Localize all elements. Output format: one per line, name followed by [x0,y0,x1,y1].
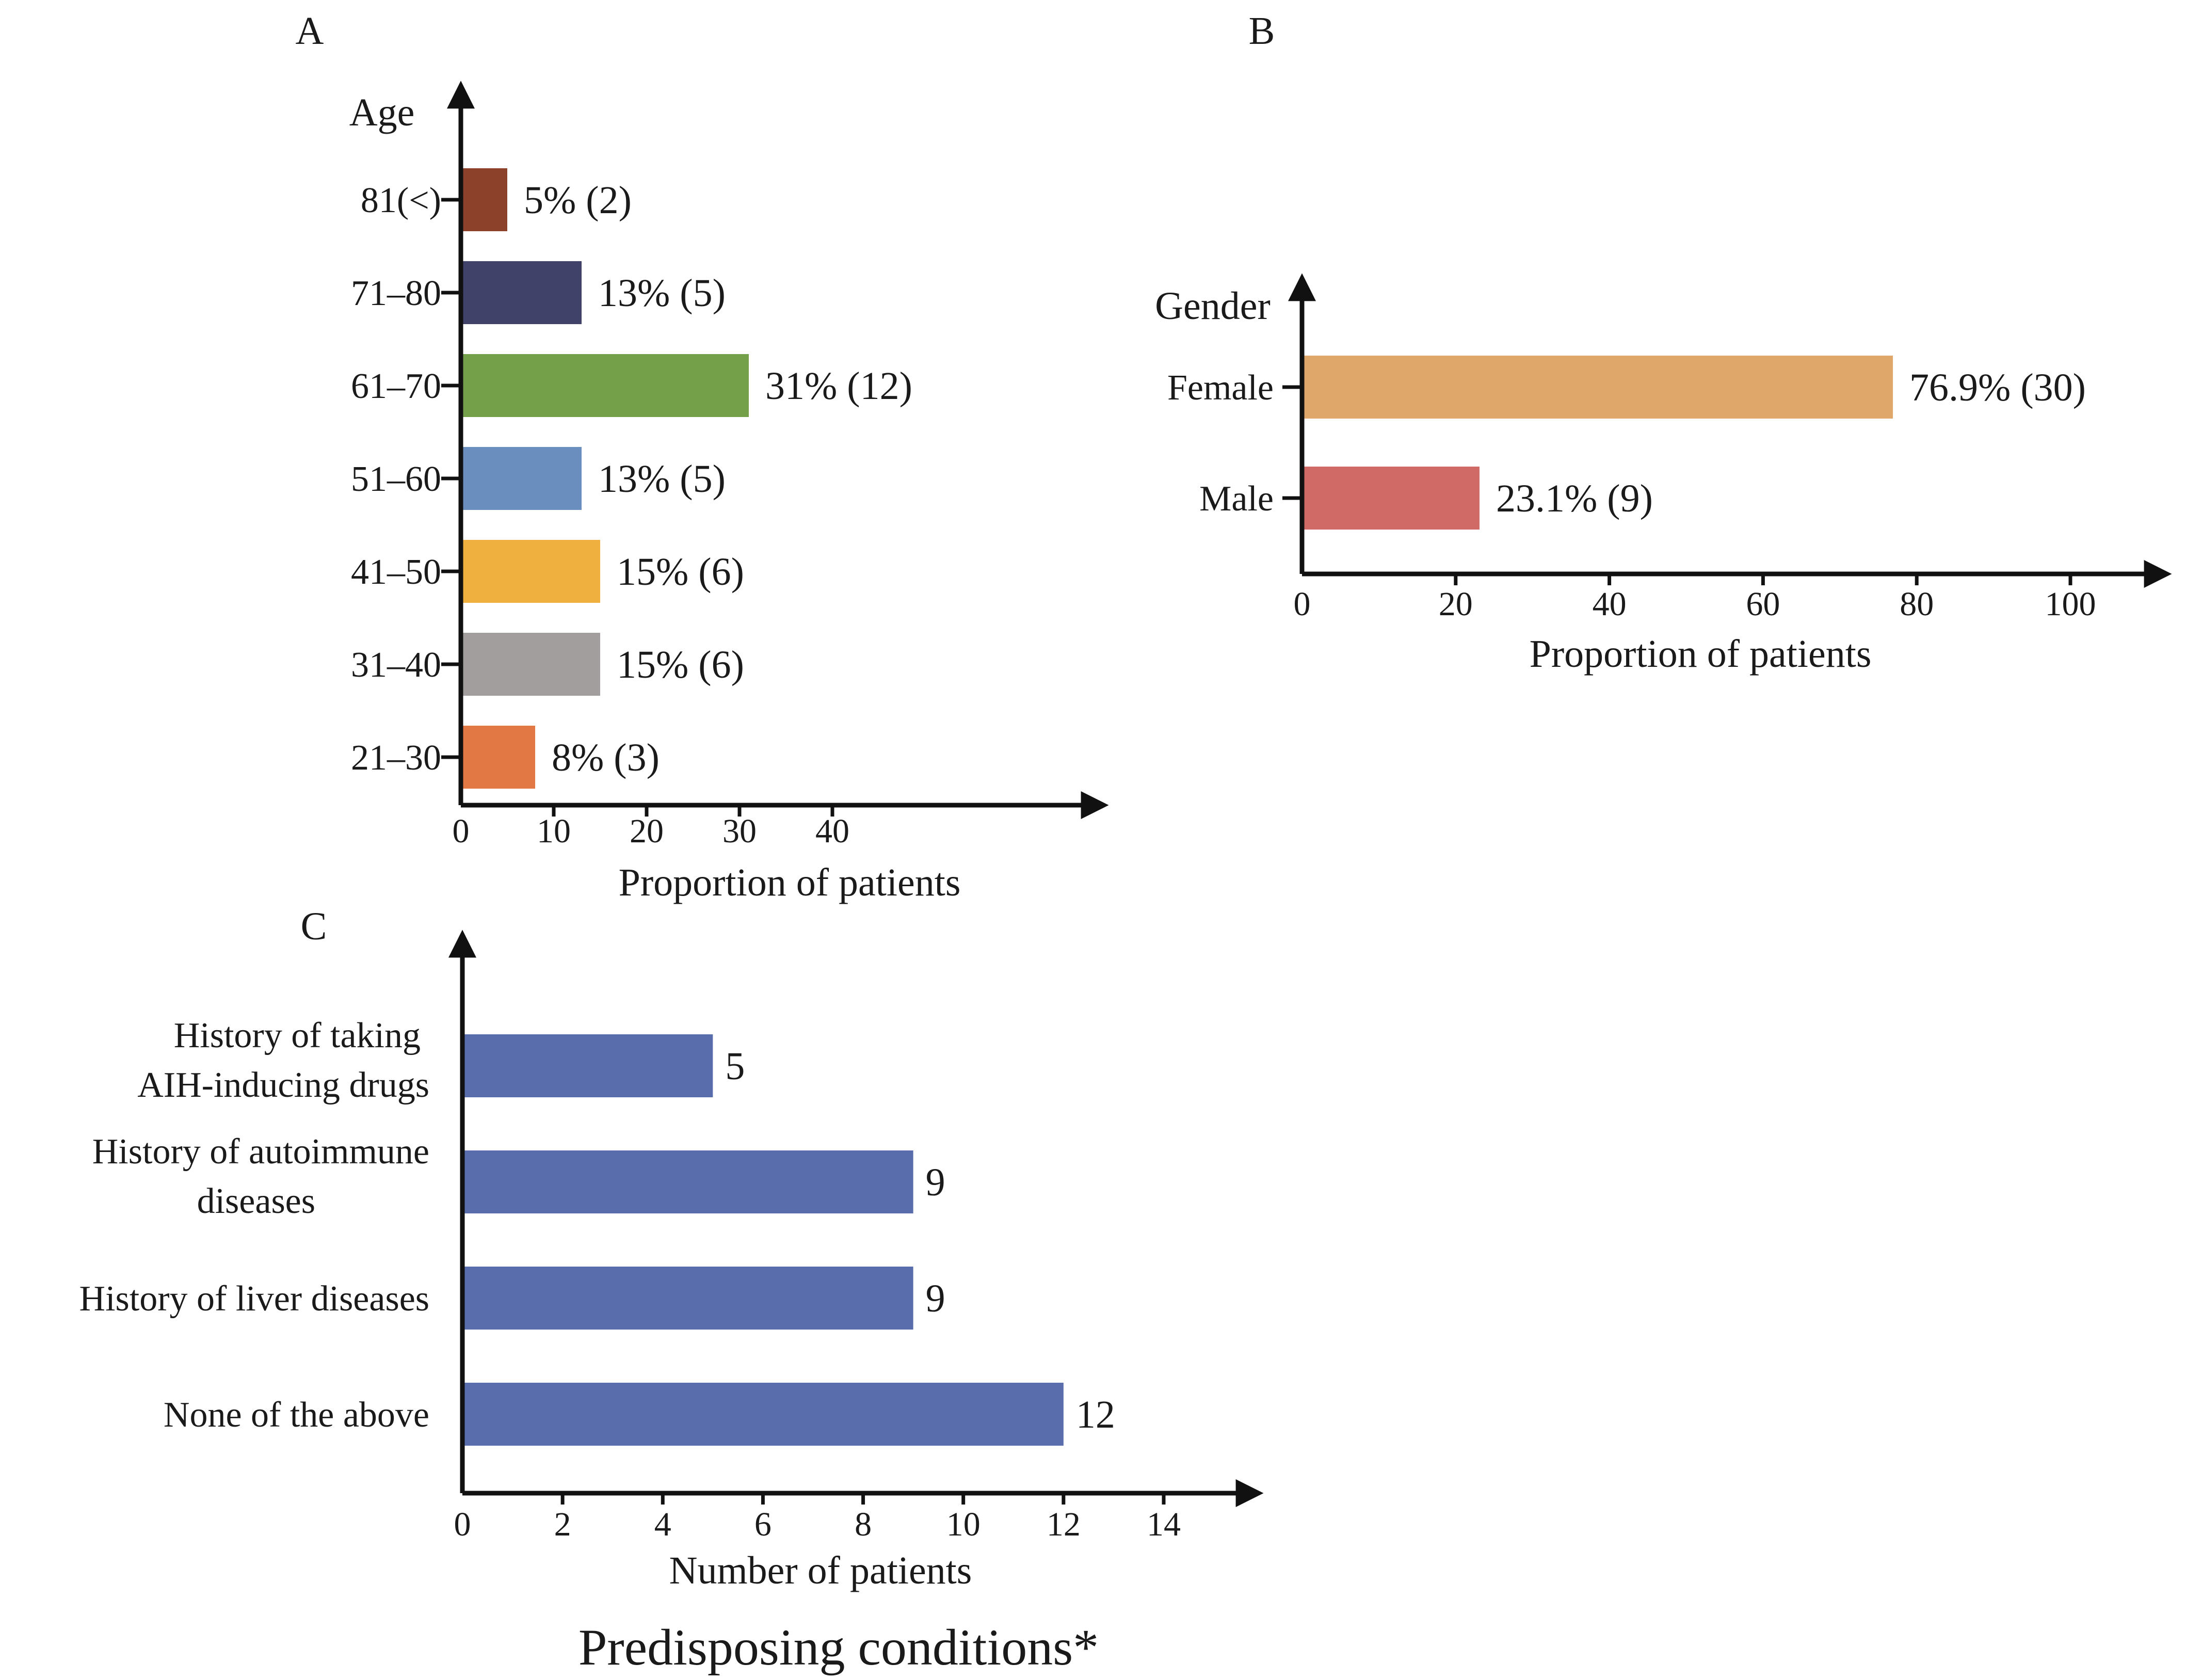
panel-c-x-tick-label: 8 [855,1506,872,1543]
panel-a-bar [461,354,749,417]
panel-c-x-tick-label: 2 [554,1506,571,1543]
panel-a-age-chart: A Age Proportion of patients 5% (2) 81(<)… [296,9,1109,904]
panel-b-bar [1302,467,1480,530]
panel-b-label: B [1249,9,1275,53]
panel-a-category-label: 21–30 [351,738,441,778]
panel-c-data-label: 5 [725,1045,745,1088]
panel-a-x-tick-label: 40 [815,812,849,850]
panel-a-category-label: 41–50 [351,552,441,592]
panel-c-predisposing-chart: C Number of patients Predisposing condit… [79,905,1264,1676]
panel-c-category-label: None of the above [164,1395,429,1435]
panel-a-data-label: 5% (2) [524,179,632,222]
panel-a-y-axis-title: Age [349,91,415,134]
panel-a-x-tick-label: 20 [630,812,664,850]
panel-a-data-label: 13% (5) [598,271,726,315]
panel-a-x-axis-title: Proportion of patients [619,861,961,904]
panel-c-data-label: 9 [926,1277,945,1320]
panel-b-data-label: 23.1% (9) [1496,477,1653,520]
panel-b-x-axis-title: Proportion of patients [1530,632,1872,676]
panel-a-bar [461,540,600,603]
panel-c-data-label: 12 [1076,1393,1115,1436]
panel-b-x-tick-label: 60 [1746,585,1780,623]
panel-a-bar [461,726,535,789]
panel-c-data-label: 9 [926,1161,945,1204]
panel-a-label: A [296,9,324,53]
panel-c-caption: Predisposing conditions* [578,1619,1099,1676]
panel-b-x-tick-label: 0 [1294,585,1311,623]
panel-c-x-tick-label: 4 [654,1506,671,1543]
panel-c-bar [462,1034,713,1097]
panel-b-category-label: Male [1199,479,1274,519]
panel-a-bar [461,633,600,696]
panel-a-bar [461,168,507,231]
panel-b-x-tick-label: 20 [1439,585,1473,623]
panel-c-bar [462,1267,913,1330]
panel-a-category-label: 51–60 [351,459,441,499]
panel-a-data-label: 13% (5) [598,457,726,501]
panel-b-y-axis-title: Gender [1155,284,1271,328]
panel-a-category-label: 71–80 [351,274,441,313]
panel-c-category-label: History of autoimmune diseases [92,1132,429,1221]
panel-a-data-label: 15% (6) [617,550,744,594]
panel-a-category-label: 81(<) [361,181,441,220]
panel-c-x-tick-label: 6 [754,1506,771,1543]
panel-a-data-label: 8% (3) [552,736,660,779]
panel-a-data-label: 31% (12) [765,364,912,408]
panel-a-category-label: 61–70 [351,366,441,406]
panel-c-bar [462,1383,1064,1446]
panel-a-bar [461,447,582,510]
panel-b-x-tick-label: 100 [2045,585,2096,623]
panel-c-x-tick-label: 14 [1147,1506,1181,1543]
panel-a-x-tick-label: 0 [453,812,470,850]
panel-a-bar [461,261,582,324]
panel-a-data-label: 15% (6) [617,643,744,686]
panel-c-x-tick-label: 0 [454,1506,471,1543]
panel-b-category-label: Female [1167,368,1274,408]
panel-b-x-tick-label: 80 [1900,585,1934,623]
panel-b-data-label: 76.9% (30) [1909,366,2086,409]
panel-c-x-axis-title: Number of patients [669,1549,972,1592]
panel-a-category-label: 31–40 [351,645,441,685]
panel-b-x-tick-label: 40 [1593,585,1627,623]
panel-c-label: C [301,905,327,948]
panel-a-x-tick-label: 30 [722,812,757,850]
panel-b-gender-chart: B Gender Proportion of patients 76.9% (3… [1155,9,2172,676]
panel-c-bar [462,1150,913,1213]
panel-c-category-label: History of liver diseases [79,1279,429,1319]
panel-c-x-tick-label: 10 [946,1506,981,1543]
panel-a-x-tick-label: 10 [537,812,571,850]
panel-c-x-tick-label: 12 [1047,1506,1081,1543]
panel-c-category-label: History of taking AIH-inducing drugs [137,1016,429,1105]
panel-b-bar [1302,356,1893,419]
